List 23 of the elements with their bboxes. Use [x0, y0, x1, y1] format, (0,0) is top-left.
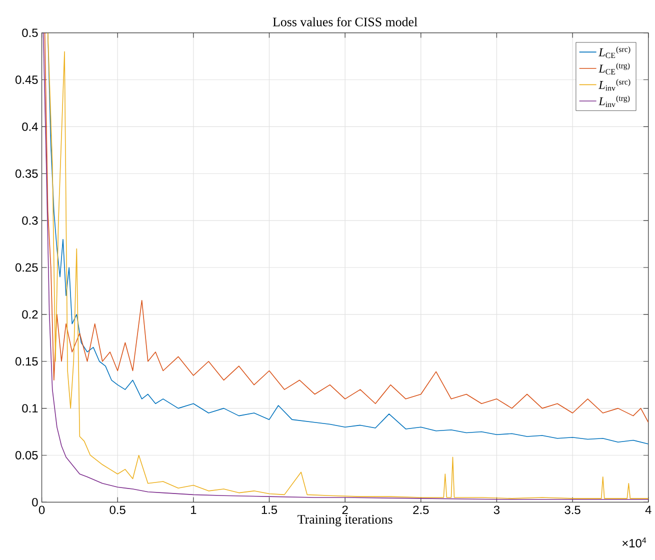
x-tick-label: 0.5	[110, 506, 126, 514]
x-axis-title: Training iterations	[298, 515, 392, 526]
x-tick-label: 0	[38, 506, 45, 514]
x-tick-label: 2.5	[413, 506, 429, 514]
x-tick-label: 1	[191, 506, 196, 514]
y-tick-label: 0.45	[16, 76, 38, 84]
x-tick-label: 3	[494, 506, 500, 514]
x-tick-label: 3.5	[564, 506, 580, 514]
x-tick-label: 1.5	[262, 506, 278, 514]
x-tick-label: 2	[342, 506, 348, 514]
y-tick-label: 0.35	[16, 169, 38, 178]
y-tick-label: 0.5	[22, 28, 38, 38]
y-tick-label: 0.4	[22, 122, 38, 131]
y-tick-label: 0.15	[16, 357, 38, 366]
y-tick-label: 0.25	[16, 263, 38, 272]
y-tick-label: 0.1	[22, 404, 38, 413]
text: ×10$^{4}$	[622, 538, 646, 548]
y-tick-label: 0	[32, 498, 38, 506]
y-tick-label: 0.05	[16, 451, 38, 460]
y-tick-label: 0.2	[22, 310, 38, 319]
y-tick-label: 0.3	[22, 216, 38, 225]
x-tick-label: 4	[645, 506, 652, 514]
chart-title: Loss values for CISS model	[272, 17, 418, 26]
